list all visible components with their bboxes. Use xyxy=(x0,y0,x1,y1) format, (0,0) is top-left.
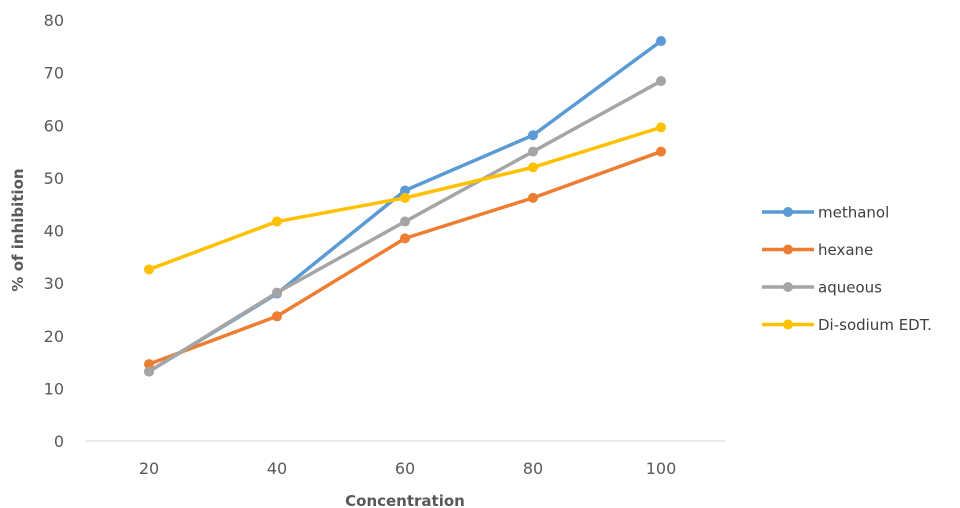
data-point-aqueous xyxy=(400,216,410,227)
legend-label: hexane xyxy=(818,241,873,259)
data-point-methanol xyxy=(400,185,410,196)
data-point-di-sodium-edt xyxy=(144,264,154,275)
data-point-hexane xyxy=(400,233,410,244)
data-point-aqueous xyxy=(272,287,282,298)
series-lines xyxy=(147,39,663,374)
y-tick-label: 70 xyxy=(44,64,64,83)
data-point-di-sodium-edt xyxy=(400,192,410,203)
data-point-methanol xyxy=(528,130,538,141)
data-point-di-sodium-edt xyxy=(528,162,538,173)
legend-swatch-marker xyxy=(783,282,793,292)
legend-item-hexane: hexane xyxy=(762,241,873,259)
legend-label: methanol xyxy=(818,204,889,222)
data-point-aqueous xyxy=(656,76,666,87)
series-line-hexane xyxy=(147,149,663,366)
data-point-di-sodium-edt xyxy=(656,122,666,133)
y-tick-label: 20 xyxy=(44,327,64,346)
data-point-hexane xyxy=(528,192,538,203)
data-point-methanol xyxy=(656,36,666,47)
y-tick-label: 80 xyxy=(44,11,64,30)
data-point-hexane xyxy=(272,311,282,322)
legend-swatch-marker xyxy=(783,319,793,330)
x-tick-label: 60 xyxy=(395,459,415,478)
legend-item-aqueous: aqueous xyxy=(762,279,882,297)
legend-label: aqueous xyxy=(818,279,882,297)
series-line-methanol xyxy=(147,39,663,374)
y-axis-title: % of inhibition xyxy=(9,168,27,291)
data-point-aqueous xyxy=(528,146,538,157)
x-tick-label: 100 xyxy=(646,459,677,478)
x-tick-label: 80 xyxy=(523,459,543,478)
legend-label: Di-sodium EDT. xyxy=(818,316,932,334)
legend-item-methanol: methanol xyxy=(762,204,889,222)
y-tick-label: 30 xyxy=(44,274,64,293)
legend-swatch-marker xyxy=(783,207,793,217)
y-tick-label: 10 xyxy=(44,379,64,398)
x-axis-ticks: 20 40 60 80 100 xyxy=(139,459,676,478)
x-axis-title: Concentration xyxy=(345,492,465,508)
legend: methanol hexane aqueous Di-sodium EDT. xyxy=(762,204,932,334)
x-tick-label: 40 xyxy=(267,459,287,478)
data-point-di-sodium-edt xyxy=(272,216,282,227)
y-tick-label: 0 xyxy=(54,432,64,451)
y-tick-label: 60 xyxy=(44,116,64,135)
data-point-hexane xyxy=(656,146,666,157)
legend-swatch-marker xyxy=(783,244,793,255)
legend-item-di-sodium-edt: Di-sodium EDT. xyxy=(762,316,932,334)
data-point-hexane xyxy=(144,359,154,370)
data-point-aqueous xyxy=(144,366,154,377)
y-axis-ticks: 0 10 20 30 40 50 60 70 80 xyxy=(44,11,64,451)
y-tick-label: 40 xyxy=(44,222,64,241)
series-points xyxy=(144,36,666,377)
y-tick-label: 50 xyxy=(44,169,64,188)
x-tick-label: 20 xyxy=(139,459,159,478)
